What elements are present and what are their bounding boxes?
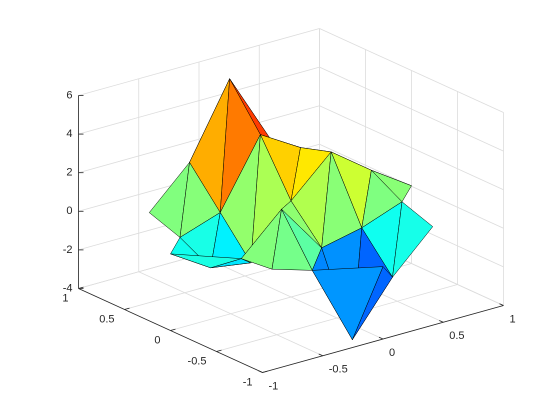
grid-line	[319, 105, 504, 191]
grid-line	[78, 28, 320, 96]
tick-mark	[258, 370, 263, 373]
x-tick-label: 0	[389, 347, 395, 359]
grid-line	[216, 284, 458, 352]
y-tick-label: -0.5	[188, 355, 207, 367]
surface-face	[311, 266, 384, 340]
y-tick-label: 1	[62, 292, 68, 304]
z-tick-label: 2	[66, 167, 72, 179]
z-tick-label: 6	[66, 89, 72, 101]
grid-line	[78, 105, 320, 174]
grid-line	[319, 28, 504, 113]
grid-line	[319, 66, 504, 152]
tick-mark	[216, 349, 222, 352]
tick-mark	[78, 286, 84, 289]
surface-face	[271, 208, 313, 271]
tick-mark	[318, 353, 323, 357]
y-tick-label: 0.5	[99, 313, 114, 325]
grid-line	[78, 66, 320, 135]
x-tick-label: -1	[269, 380, 279, 392]
x-tick-label: 1	[510, 313, 516, 325]
surface-face	[392, 201, 433, 278]
grid-line	[319, 143, 504, 229]
tick-mark	[262, 370, 268, 373]
tick-mark	[170, 328, 176, 331]
z-tick-label: 0	[66, 205, 72, 217]
surface-face	[170, 253, 242, 269]
x-tick-label: 0.5	[449, 330, 464, 342]
x-tick-label: -0.5	[329, 364, 348, 376]
tick-mark	[499, 303, 504, 306]
z-tick-label: -4	[63, 282, 73, 294]
y-tick-label: -1	[243, 376, 253, 388]
tick-mark	[124, 307, 130, 310]
z-tick-label: 4	[66, 128, 72, 140]
tick-mark	[439, 320, 444, 323]
tick-mark	[378, 336, 384, 340]
z-tick-label: -2	[63, 244, 73, 256]
y-tick-label: 0	[154, 334, 160, 346]
